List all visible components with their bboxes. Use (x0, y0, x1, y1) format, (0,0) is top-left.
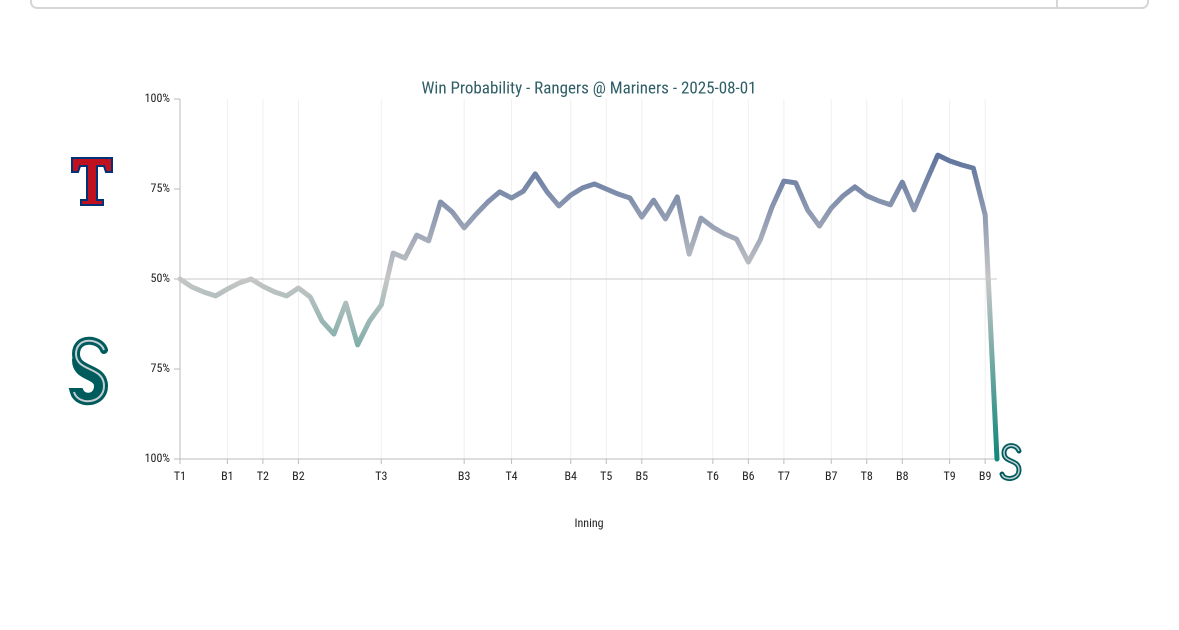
x-tick-label: T5 (600, 469, 612, 483)
y-tick-label: 75% (151, 361, 171, 375)
x-tick-label: B8 (896, 469, 909, 483)
x-tick-label: B1 (221, 469, 233, 483)
x-tick-label: T1 (174, 469, 186, 483)
x-tick-label: T7 (778, 469, 790, 483)
x-tick-label: T8 (861, 469, 873, 483)
x-tick-label: B6 (742, 469, 755, 483)
x-tick-label: T3 (375, 469, 387, 483)
y-tick-label: 50% (151, 271, 171, 285)
chart-title: Win Probability - Rangers @ Mariners - 2… (421, 78, 756, 98)
x-tick-label: B7 (825, 469, 838, 483)
rangers-logo (71, 157, 113, 206)
x-tick-label: B4 (564, 469, 577, 483)
mariners-logo (68, 336, 109, 405)
x-tick-label: T4 (505, 469, 517, 483)
y-tick-label: 75% (151, 181, 171, 195)
x-tick-label: B2 (292, 469, 305, 483)
x-tick-label: B9 (979, 469, 992, 483)
x-tick-label: T2 (257, 469, 269, 483)
x-axis-label: Inning (574, 516, 603, 530)
search-box[interactable] (30, 0, 1149, 9)
y-tick-label: 100% (145, 451, 171, 465)
end-logo (999, 443, 1022, 481)
x-tick-label: T9 (944, 469, 956, 483)
x-tick-label: B3 (458, 469, 471, 483)
y-tick-label: 100% (145, 91, 171, 105)
win-probability-line (177, 152, 1000, 462)
x-tick-label: B5 (636, 469, 649, 483)
x-tick-label: T6 (707, 469, 719, 483)
